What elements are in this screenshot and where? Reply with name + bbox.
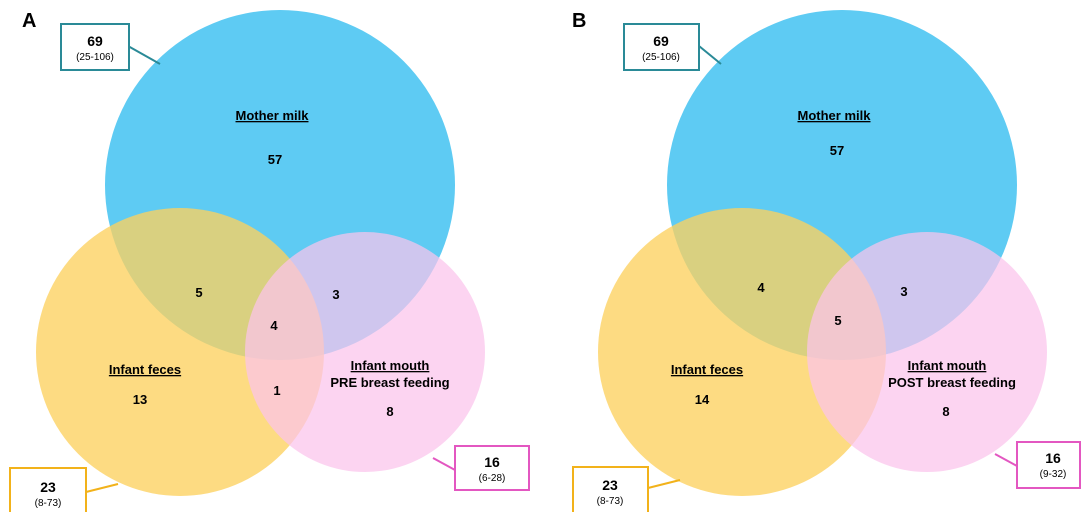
feces-box-total: 23: [40, 479, 56, 495]
feces-box-frame: [9, 467, 87, 512]
mouth-box-range: (9-32): [1040, 469, 1067, 480]
mouth-box-frame: [1016, 441, 1081, 489]
milk-box-total: 69: [87, 33, 103, 49]
infant-mouth-label: Infant mouth: [351, 358, 430, 373]
feces-connector: [85, 483, 119, 493]
feces-mouth-count: 1: [273, 383, 280, 398]
panel-a: A Mother milk 57 Infant feces 13 Infant …: [9, 10, 530, 512]
feces-total-box: 23 (8-73): [572, 466, 681, 512]
milk-mouth-count: 3: [900, 284, 907, 299]
panel-b: B Mother milk 57 Infant feces 14 Infant …: [572, 10, 1081, 512]
milk-mouth-count: 3: [332, 287, 339, 302]
feces-box-frame: [572, 466, 649, 512]
mouth-box-total: 16: [484, 454, 500, 470]
milk-total-box: 69 (25-106): [60, 23, 161, 71]
milk-box-frame: [623, 23, 700, 71]
infant-feces-label: Infant feces: [109, 362, 181, 377]
mother-milk-only-count: 57: [268, 152, 282, 167]
panel-b-letter: B: [572, 10, 586, 32]
infant-mouth-sublabel: POST breast feeding: [888, 375, 1016, 390]
all-three-count: 5: [834, 313, 841, 328]
mouth-connector: [432, 457, 456, 471]
infant-feces-only-count: 13: [133, 392, 147, 407]
infant-mouth-only-count: 8: [942, 404, 949, 419]
feces-box-range: (8-73): [35, 498, 62, 509]
feces-box-range: (8-73): [597, 496, 624, 507]
mouth-box-range: (6-28): [479, 473, 506, 484]
infant-mouth-label: Infant mouth: [908, 358, 987, 373]
infant-mouth-circle: [807, 232, 1047, 472]
milk-total-box: 69 (25-106): [623, 23, 722, 71]
mouth-connector: [994, 453, 1018, 467]
infant-mouth-circle: [245, 232, 485, 472]
milk-box-range: (25-106): [642, 52, 680, 63]
milk-box-range: (25-106): [76, 52, 114, 63]
infant-mouth-only-count: 8: [386, 404, 393, 419]
mother-milk-label: Mother milk: [236, 108, 310, 123]
milk-feces-count: 5: [195, 285, 202, 300]
milk-feces-count: 4: [757, 280, 765, 295]
milk-box-total: 69: [653, 33, 669, 49]
panel-a-letter: A: [22, 10, 36, 32]
mouth-total-box: 16 (9-32): [994, 441, 1081, 489]
infant-feces-circle: [36, 208, 324, 496]
milk-connector: [698, 45, 722, 65]
feces-connector: [647, 479, 681, 489]
mother-milk-only-count: 57: [830, 143, 844, 158]
milk-box-frame: [60, 23, 130, 71]
mouth-box-total: 16: [1045, 450, 1061, 466]
infant-feces-circle: [598, 208, 886, 496]
infant-feces-label: Infant feces: [671, 362, 743, 377]
all-three-count: 4: [270, 318, 278, 333]
mouth-total-box: 16 (6-28): [432, 445, 530, 491]
milk-connector: [127, 45, 161, 65]
mother-milk-label: Mother milk: [798, 108, 872, 123]
mouth-box-frame: [454, 445, 530, 491]
infant-mouth-sublabel: PRE breast feeding: [330, 375, 449, 390]
infant-feces-only-count: 14: [695, 392, 710, 407]
feces-box-total: 23: [602, 477, 618, 493]
feces-total-box: 23 (8-73): [9, 467, 119, 512]
